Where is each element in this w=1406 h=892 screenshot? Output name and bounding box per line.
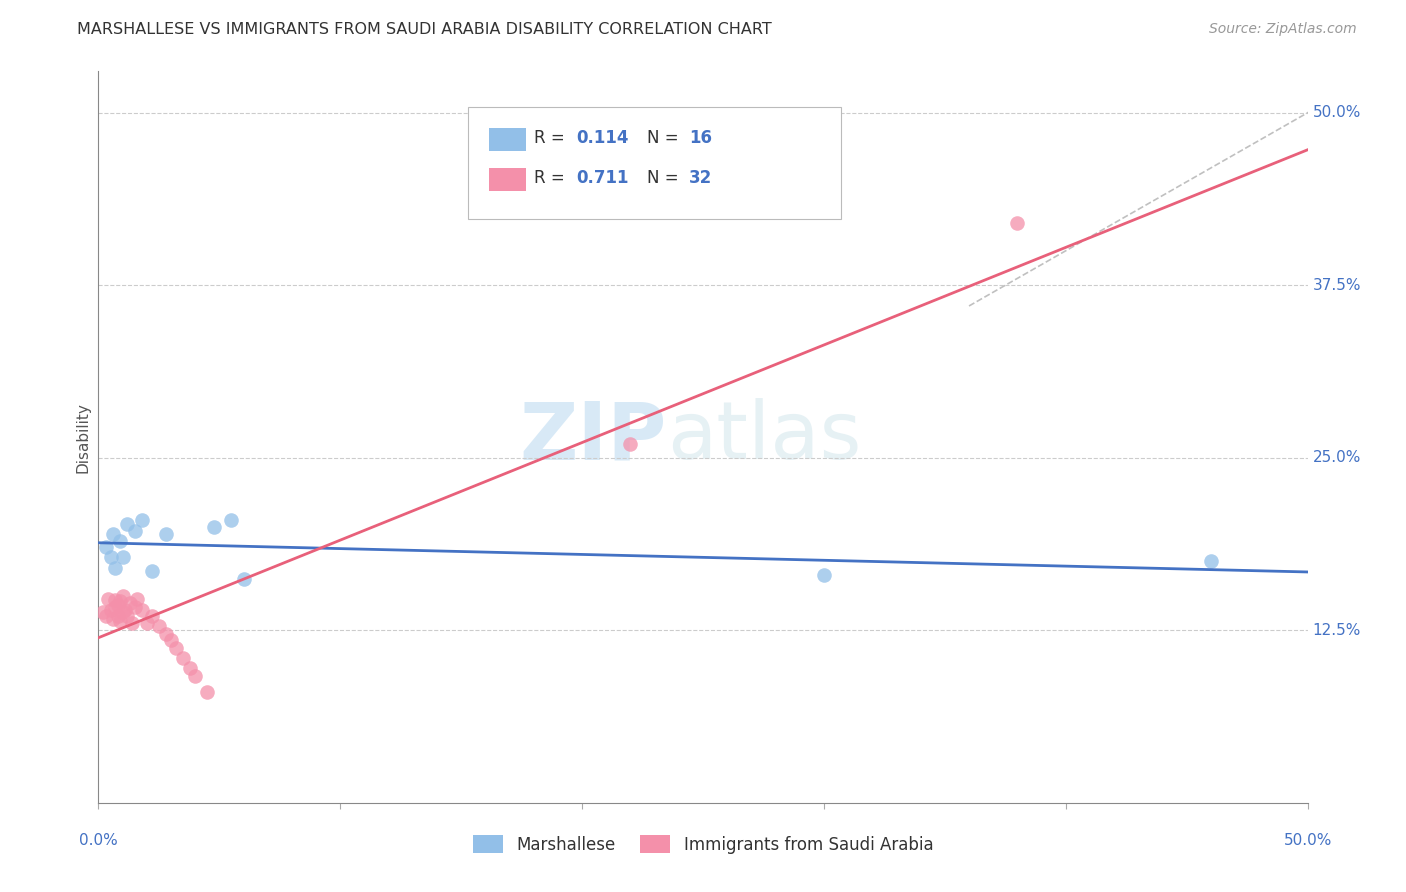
Point [108, 533, 131, 548]
Text: N =: N = [647, 129, 683, 147]
Text: 12.5%: 12.5% [1312, 623, 1361, 638]
Y-axis label: Disability: Disability [75, 401, 90, 473]
Point [97, 591, 120, 606]
Point [124, 599, 146, 614]
Point [141, 564, 163, 578]
Point [107, 609, 129, 624]
Text: 16: 16 [689, 129, 711, 147]
Point [232, 572, 254, 586]
Text: atlas: atlas [666, 398, 860, 476]
Point [104, 599, 127, 614]
Point [107, 599, 129, 613]
Point [165, 641, 187, 656]
Point [172, 651, 194, 665]
Text: 50.0%: 50.0% [1284, 833, 1331, 848]
Point [121, 616, 143, 631]
Point [108, 594, 131, 608]
Point [813, 568, 835, 582]
Point [127, 591, 149, 606]
Text: 0.114: 0.114 [576, 129, 628, 147]
Point [135, 616, 157, 631]
Point [94, 541, 117, 555]
Point [131, 513, 153, 527]
Text: 0.0%: 0.0% [79, 833, 118, 848]
Point [101, 526, 124, 541]
Text: 0.711: 0.711 [576, 169, 628, 187]
Point [100, 550, 122, 565]
Text: Source: ZipAtlas.com: Source: ZipAtlas.com [1209, 22, 1357, 37]
Point [100, 602, 122, 616]
Text: R =: R = [534, 169, 571, 187]
Point [117, 609, 139, 624]
Point [155, 627, 177, 641]
Text: N =: N = [647, 169, 683, 187]
Point [104, 561, 127, 575]
Point [108, 614, 131, 628]
Point [91, 605, 114, 619]
Point [619, 437, 641, 451]
Point [179, 660, 201, 674]
Point [94, 609, 117, 624]
Point [160, 632, 183, 647]
Text: R =: R = [534, 129, 571, 147]
Point [117, 516, 139, 531]
Point [148, 619, 170, 633]
Point [104, 593, 127, 607]
Point [195, 685, 218, 699]
Point [114, 602, 136, 616]
Text: 25.0%: 25.0% [1312, 450, 1361, 466]
Text: MARSHALLESE VS IMMIGRANTS FROM SAUDI ARABIA DISABILITY CORRELATION CHART: MARSHALLESE VS IMMIGRANTS FROM SAUDI ARA… [77, 22, 772, 37]
Point [101, 612, 124, 626]
Point [111, 589, 134, 603]
Point [221, 513, 243, 527]
Point [184, 669, 207, 683]
Text: 50.0%: 50.0% [1312, 105, 1361, 120]
Point [124, 524, 146, 538]
Text: 37.5%: 37.5% [1312, 277, 1361, 293]
Point [111, 605, 134, 619]
Point [131, 602, 153, 616]
Point [204, 520, 226, 534]
Point [155, 526, 177, 541]
Text: ZIP: ZIP [519, 398, 666, 476]
Point [111, 550, 134, 565]
Point [1199, 554, 1222, 568]
Legend: Marshallese, Immigrants from Saudi Arabia: Marshallese, Immigrants from Saudi Arabi… [465, 829, 941, 860]
Point [141, 609, 163, 624]
Point [1007, 216, 1029, 230]
Text: 32: 32 [689, 169, 713, 187]
Point [118, 596, 141, 610]
